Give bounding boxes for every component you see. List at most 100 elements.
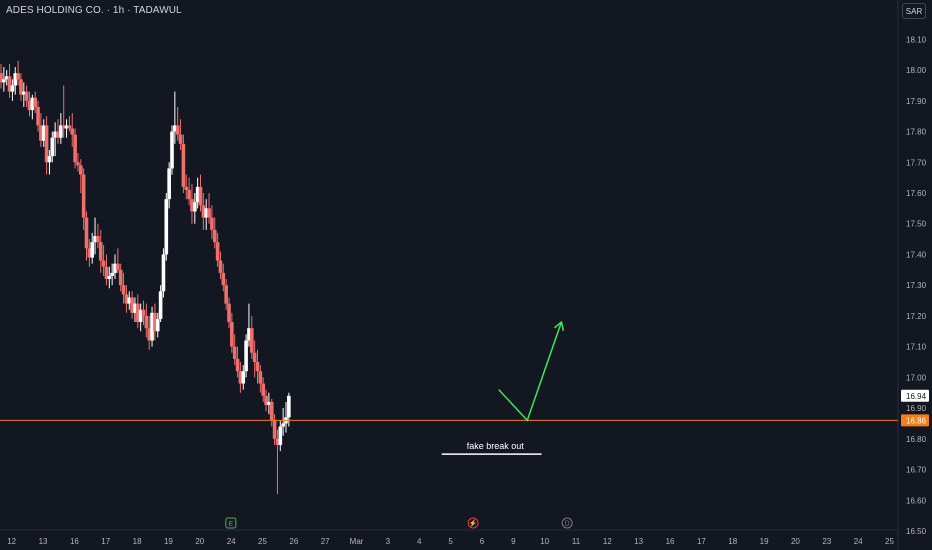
last-price-badge <box>901 389 929 402</box>
price-tick-label: 17.70 <box>906 158 927 167</box>
candle-body <box>255 362 260 372</box>
candle-body <box>258 371 263 384</box>
price-tick-label: 17.90 <box>906 97 927 106</box>
candle-body <box>107 275 112 280</box>
candle-body <box>167 168 171 200</box>
candle-body <box>130 297 134 313</box>
time-tick-label: 6 <box>480 537 485 546</box>
candle-body <box>136 303 140 323</box>
candle-body <box>278 426 283 445</box>
candle-body <box>116 263 120 270</box>
current-price-badge-label: 16.86 <box>906 416 927 425</box>
price-tick-label: 17.40 <box>906 250 927 259</box>
time-tick-label: 11 <box>572 537 581 546</box>
candle-body <box>22 91 26 95</box>
split-icon[interactable]: ⚡ <box>467 517 479 529</box>
candle-body <box>121 285 126 295</box>
projection-path <box>498 321 563 422</box>
price-axis[interactable]: 18.10 18.00 17.90 17.80 17.70 17.60 17.50 17.40… <box>897 0 929 550</box>
candle-body <box>178 134 183 144</box>
candle-body <box>212 229 217 243</box>
split-marker-glyph: ⚡ <box>469 519 478 528</box>
candle-body <box>272 420 277 439</box>
candle-body <box>133 303 137 313</box>
candle-body <box>19 79 23 95</box>
candle-body <box>164 199 169 255</box>
candle-body <box>232 346 237 359</box>
time-tick-label: 24 <box>854 537 863 546</box>
time-tick-label: 18 <box>728 537 737 546</box>
candle-body <box>207 208 211 218</box>
candle-body <box>98 242 103 261</box>
candle-body <box>175 125 180 135</box>
price-tick-label: 16.50 <box>906 527 927 536</box>
candle-body <box>147 328 151 341</box>
price-tick-label: 17.20 <box>906 312 927 321</box>
fake-breakout-label: fake break out <box>467 441 525 451</box>
candle-body <box>184 186 189 190</box>
event-markers: E ⚡ D <box>225 517 573 529</box>
time-tick-label: 20 <box>195 537 204 546</box>
currency-button[interactable]: SAR <box>902 3 926 19</box>
price-tick-label: 16.70 <box>906 466 927 475</box>
candle-body <box>27 100 32 111</box>
candle-body <box>267 401 271 406</box>
candle-body <box>90 242 94 258</box>
price-tick-label: 18.10 <box>906 35 927 44</box>
earnings-marker-frame <box>225 517 237 529</box>
overlays-layer: fake break out <box>0 320 898 455</box>
candle-body <box>76 162 80 166</box>
current-price-badge <box>901 414 929 427</box>
last-price-badge-label: 16.94 <box>906 392 927 401</box>
dividend-icon[interactable]: D <box>561 517 573 529</box>
candle-body <box>235 358 240 372</box>
time-tick-label: 4 <box>417 537 422 546</box>
candle-body <box>104 266 109 280</box>
candle-body <box>238 371 243 384</box>
candle-body <box>110 272 114 276</box>
candle-body <box>287 395 291 418</box>
price-tick-label: 16.60 <box>906 496 927 505</box>
candle-body <box>190 199 194 212</box>
candle-body <box>173 125 177 132</box>
candle-body <box>56 131 60 138</box>
candle-body <box>44 125 49 163</box>
time-tick-label: 12 <box>7 537 16 546</box>
earnings-icon[interactable]: E <box>225 517 237 529</box>
price-tick-label: 18.00 <box>906 66 927 75</box>
time-tick-label: 10 <box>540 537 549 546</box>
time-tick-label: 3 <box>386 537 391 546</box>
time-tick-label: 25 <box>885 537 894 546</box>
candle-body <box>93 236 97 243</box>
time-tick-label: 18 <box>133 537 142 546</box>
candle-body <box>144 315 149 329</box>
time-tick-label: 17 <box>101 537 110 546</box>
candle-body <box>261 383 265 396</box>
candle-body <box>67 125 72 129</box>
price-tick-label: 17.10 <box>906 343 927 352</box>
candle-body <box>170 131 174 169</box>
candle-body <box>53 131 57 138</box>
candle-body <box>241 371 246 384</box>
time-tick-label: 12 <box>603 537 612 546</box>
candle-body <box>10 85 15 92</box>
candle-body <box>36 106 40 126</box>
candle-body <box>0 73 3 83</box>
candle-body <box>7 76 12 92</box>
time-tick-label: 19 <box>164 537 173 546</box>
projection-arrowhead <box>554 320 565 332</box>
candle-body <box>187 189 191 200</box>
time-axis[interactable]: 12 13 16 17 18 19 20 24 25 26 27 Mar 3 4 5 6 9 10 11 12 13 16… <box>0 529 898 546</box>
candle-body <box>84 217 89 249</box>
time-tick-label: 17 <box>697 537 706 546</box>
candle-body <box>158 291 163 319</box>
candle-body <box>64 125 69 129</box>
candle-body <box>247 328 251 341</box>
candle-body <box>252 352 257 362</box>
candle-body <box>24 91 29 101</box>
candle-body <box>201 205 206 218</box>
candle-body <box>198 186 203 206</box>
time-tick-label: Mar <box>350 537 364 546</box>
candle-body <box>150 312 154 341</box>
